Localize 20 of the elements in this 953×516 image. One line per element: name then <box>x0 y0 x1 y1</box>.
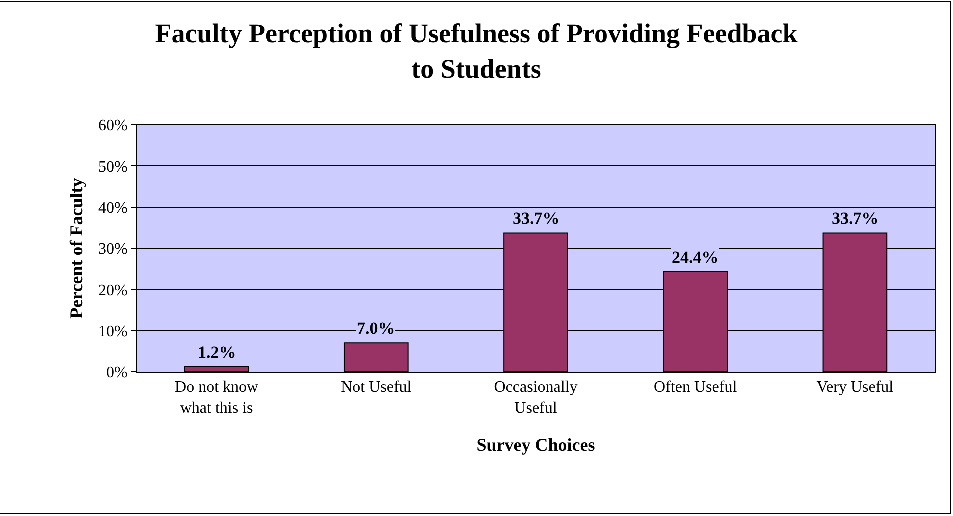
data-label: 33.7% <box>832 209 879 228</box>
data-label: 1.2% <box>198 343 236 362</box>
x-tick-label: Often Useful <box>654 379 738 396</box>
y-tick-label: 50% <box>98 158 128 176</box>
x-tick-label: Not Useful <box>341 379 412 396</box>
chart-title: Faculty Perception of Usefulness of Providing Feedback to Students <box>155 18 798 84</box>
x-axis-title: Survey Choices <box>476 435 596 456</box>
data-label: 33.7% <box>513 209 560 228</box>
y-tick-label: 60% <box>98 118 128 135</box>
y-tick-label: 40% <box>98 200 128 217</box>
y-axis-title: Percent of Faculty <box>66 178 87 319</box>
y-tick-label: 20% <box>98 282 128 300</box>
x-tick-label: Very Useful <box>816 379 894 396</box>
x-tick-label: Occasionally Useful <box>494 379 578 417</box>
y-tick-label: 30% <box>98 241 128 258</box>
x-tick-label: Do not know what this is <box>175 379 260 417</box>
y-tick-label: 0% <box>106 364 128 382</box>
data-label: 7.0% <box>357 319 396 338</box>
y-tick-label: 10% <box>98 323 128 340</box>
data-label: 24.4% <box>672 248 719 267</box>
